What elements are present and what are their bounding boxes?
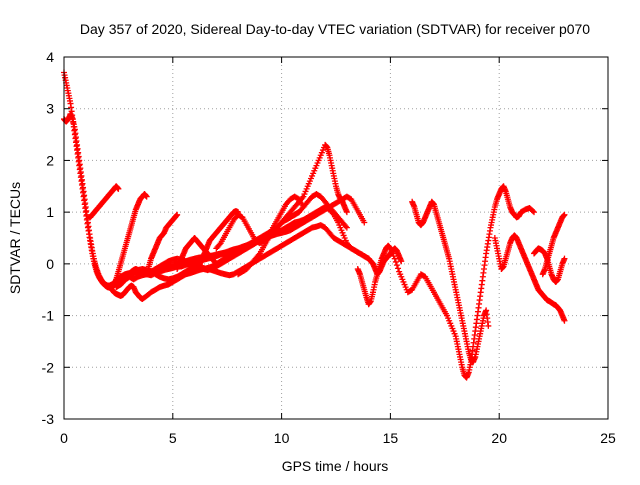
x-tick-label: 15 bbox=[383, 430, 399, 446]
data-point-marker bbox=[255, 251, 262, 258]
series-satellite-arc-m bbox=[354, 183, 538, 381]
y-axis-tick-labels: -3 -2 -1 0 1 2 3 4 bbox=[42, 49, 55, 427]
data-point-marker bbox=[174, 211, 181, 218]
series-satellite-arc-k bbox=[213, 193, 307, 252]
series-satellite-arc-f bbox=[111, 191, 150, 288]
x-tick-label: 20 bbox=[491, 430, 507, 446]
y-tick-label: 4 bbox=[46, 49, 54, 65]
y-tick-label: 0 bbox=[46, 256, 54, 272]
data-point-marker bbox=[213, 260, 220, 267]
data-point-marker bbox=[485, 322, 492, 329]
series-satellite-arc-q bbox=[539, 211, 568, 278]
y-tick-label: 3 bbox=[46, 101, 54, 117]
data-point-marker bbox=[393, 262, 400, 269]
data-point-marker bbox=[365, 255, 372, 262]
series-satellite-arc-o bbox=[491, 232, 568, 324]
data-point-marker bbox=[115, 185, 122, 192]
data-markers bbox=[61, 69, 568, 381]
axis-ticks bbox=[63, 56, 609, 420]
series-satellite-arc-n bbox=[409, 198, 492, 366]
data-point-marker bbox=[300, 203, 307, 210]
y-tick-label: 1 bbox=[46, 204, 54, 220]
data-point-marker bbox=[342, 223, 349, 230]
data-point-marker bbox=[343, 209, 350, 216]
data-point-marker bbox=[296, 209, 303, 216]
data-point-marker bbox=[143, 193, 150, 200]
data-point-marker bbox=[392, 258, 399, 265]
data-point-marker bbox=[361, 219, 368, 226]
x-tick-label: 5 bbox=[169, 430, 177, 446]
series-satellite-arc-h bbox=[143, 211, 181, 278]
data-point-marker bbox=[561, 317, 568, 324]
x-tick-label: 10 bbox=[274, 430, 290, 446]
y-axis-label: SDTVAR / TECUs bbox=[7, 182, 23, 294]
y-tick-label: -2 bbox=[42, 359, 55, 375]
data-point-marker bbox=[391, 255, 398, 262]
data-point-marker bbox=[561, 211, 568, 218]
data-point-marker bbox=[216, 241, 223, 248]
series-satellite-arc-l bbox=[235, 209, 303, 278]
data-point-marker bbox=[395, 265, 402, 272]
y-tick-label: 2 bbox=[46, 152, 54, 168]
plot-frame bbox=[63, 56, 609, 420]
data-point-marker bbox=[398, 258, 405, 265]
data-point-marker bbox=[531, 209, 538, 216]
chart-title: Day 357 of 2020, Sidereal Day-to-day VTE… bbox=[80, 21, 590, 37]
data-point-marker bbox=[529, 208, 536, 215]
series-satellite-arc-g bbox=[87, 183, 122, 221]
data-point-marker bbox=[343, 224, 350, 231]
x-axis-tick-labels: 0 5 10 15 20 25 bbox=[60, 430, 616, 446]
y-tick-label: -3 bbox=[42, 411, 55, 427]
x-tick-label: 0 bbox=[60, 430, 68, 446]
series-satellite-arc-j bbox=[195, 208, 242, 270]
data-point-marker bbox=[561, 255, 568, 262]
x-tick-label: 25 bbox=[600, 430, 616, 446]
x-axis-label: GPS time / hours bbox=[282, 458, 389, 474]
y-tick-label: -1 bbox=[42, 308, 55, 324]
